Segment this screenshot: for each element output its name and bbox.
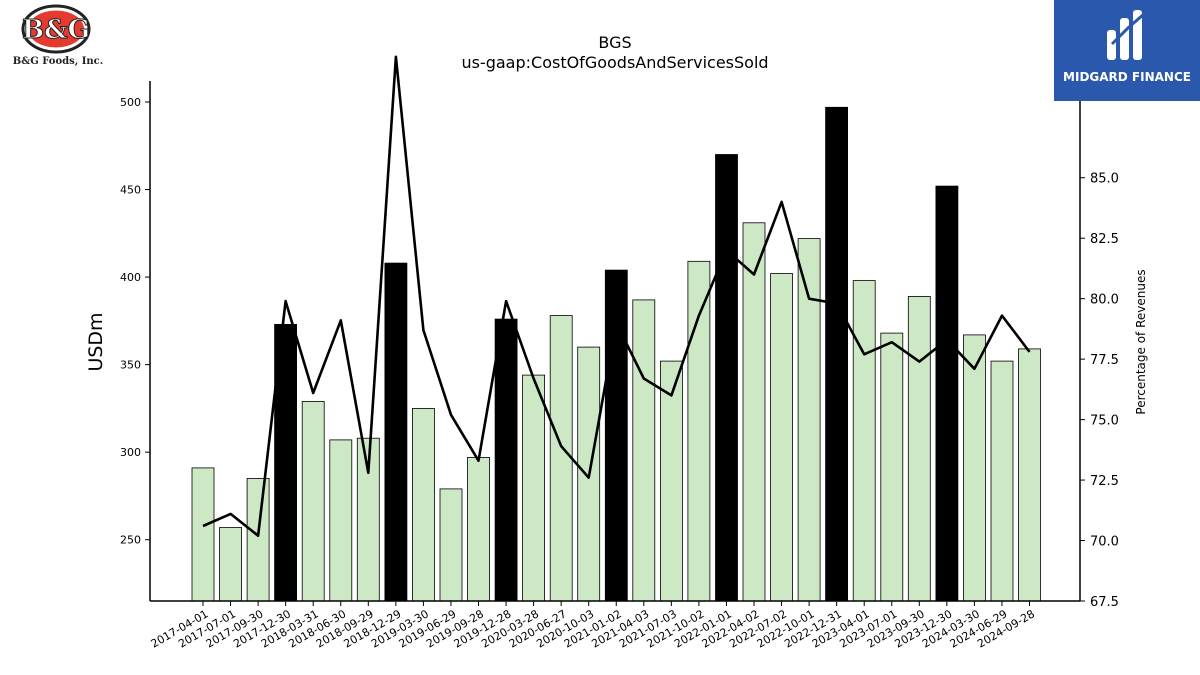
bar bbox=[439, 488, 463, 602]
company-name: B&G Foods, Inc. bbox=[12, 56, 104, 67]
bar bbox=[935, 185, 959, 602]
publisher-name: MIDGARD FINANCE bbox=[1063, 70, 1191, 84]
y-tick-label: 500 bbox=[120, 96, 141, 109]
chart-title: BGS bbox=[598, 33, 631, 52]
bar bbox=[687, 260, 711, 602]
series-line bbox=[202, 55, 1031, 538]
bg-emblem-icon: B&G bbox=[21, 4, 91, 54]
y2-tick-label: 82.5 bbox=[1090, 232, 1119, 247]
y2-tick-label: 85.0 bbox=[1090, 172, 1119, 187]
company-logo: B&G B&G Foods, Inc. bbox=[4, 4, 112, 70]
bar bbox=[660, 360, 683, 602]
bar bbox=[852, 280, 876, 602]
y-tick-label: 450 bbox=[120, 184, 141, 197]
bar bbox=[880, 332, 904, 602]
bar bbox=[907, 295, 931, 602]
bar bbox=[522, 374, 545, 602]
bar bbox=[329, 439, 353, 602]
company-mark: B&G bbox=[22, 15, 90, 45]
y2-axis-label: Percentage of Revenues bbox=[1134, 269, 1148, 414]
y-tick-label: 300 bbox=[120, 446, 141, 459]
bar bbox=[191, 467, 215, 602]
y-tick-label: 400 bbox=[120, 271, 141, 284]
y2-tick-label: 70.0 bbox=[1090, 535, 1119, 550]
publisher-logo: MIDGARD FINANCE bbox=[1054, 0, 1200, 101]
y2-tick-label: 72.5 bbox=[1090, 474, 1119, 489]
bar bbox=[797, 238, 821, 602]
bar bbox=[384, 262, 408, 602]
y2-tick-label: 75.0 bbox=[1090, 414, 1119, 429]
bar bbox=[1018, 348, 1041, 602]
y-tick-label: 350 bbox=[120, 359, 141, 372]
chart-subtitle: us-gaap:CostOfGoodsAndServicesSold bbox=[461, 53, 768, 72]
bar bbox=[411, 407, 435, 602]
bar bbox=[494, 318, 518, 602]
bar bbox=[825, 106, 848, 602]
y2-tick-label: 67.5 bbox=[1090, 595, 1119, 610]
y-tick-label: 250 bbox=[120, 534, 141, 547]
bar bbox=[549, 315, 573, 602]
bar bbox=[219, 527, 243, 602]
bar bbox=[742, 222, 766, 602]
midgard-emblem-icon bbox=[1107, 10, 1145, 60]
bar bbox=[632, 299, 656, 602]
bar bbox=[246, 477, 270, 602]
bar bbox=[467, 456, 490, 602]
y2-tick-label: 77.5 bbox=[1090, 353, 1119, 368]
bar bbox=[963, 334, 986, 602]
bar bbox=[715, 154, 738, 602]
bar bbox=[990, 360, 1014, 602]
plot-area: 250 300 350 400 450 500 67.5 70.0 72.5 75.0 77.5 80… bbox=[120, 55, 1119, 651]
y2-tick-label: 80.0 bbox=[1090, 293, 1119, 308]
bar bbox=[604, 269, 628, 602]
bar bbox=[770, 273, 793, 602]
y-axis-label: USDm bbox=[85, 312, 107, 371]
bar bbox=[301, 400, 325, 602]
